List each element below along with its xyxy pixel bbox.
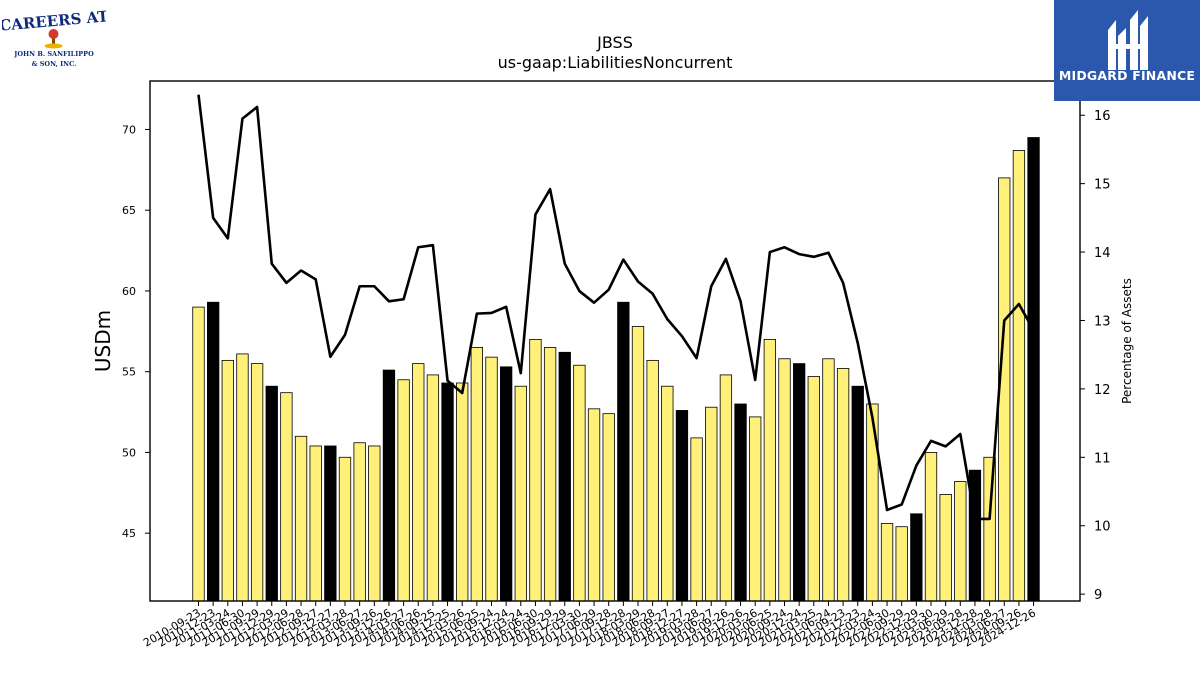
careers-logo: CAREERS AT JOHN B. SANFILIPPO & SON, INC… xyxy=(0,2,110,72)
bar xyxy=(441,382,454,602)
bar xyxy=(851,385,864,602)
bar xyxy=(265,385,278,602)
y2-axis-label: Percentage of Assets xyxy=(1120,278,1134,404)
midgard-finance-logo: MIDGARD FINANCE xyxy=(1054,0,1200,101)
bar xyxy=(382,369,396,602)
y2-tick-label: 10 xyxy=(1094,520,1111,535)
bar xyxy=(631,326,645,602)
logo-company-line: JOHN B. SANFILIPPO xyxy=(13,50,94,58)
bar xyxy=(1012,150,1026,602)
bar xyxy=(412,363,425,602)
bar xyxy=(426,374,440,602)
bar xyxy=(397,379,410,602)
y-tick-label: 70 xyxy=(122,123,136,136)
bar xyxy=(543,347,557,602)
bar xyxy=(456,382,469,602)
midgard-emblem-icon xyxy=(1108,10,1148,70)
percent-line xyxy=(197,94,1035,521)
bar xyxy=(529,338,542,602)
bar xyxy=(558,351,571,602)
bar xyxy=(353,442,366,602)
bar xyxy=(836,368,850,602)
bar xyxy=(602,413,615,602)
bar xyxy=(499,366,513,602)
x-axis: 2010-09-232010-12-232011-03-242011-06-30… xyxy=(141,601,1038,650)
bar xyxy=(954,481,967,602)
logo-company-suffix: & SON, INC. xyxy=(32,60,77,68)
bar xyxy=(675,410,689,602)
y2-tick-label: 13 xyxy=(1094,314,1111,329)
bar xyxy=(793,363,806,602)
y-tick-label: 50 xyxy=(122,446,136,459)
y-tick-label: 45 xyxy=(122,527,136,540)
chart-title: JBSS xyxy=(596,33,633,52)
bar xyxy=(485,356,498,602)
bar xyxy=(280,392,293,602)
bar xyxy=(338,456,352,602)
bar xyxy=(587,408,601,602)
y-tick-label: 65 xyxy=(122,204,136,217)
bar xyxy=(866,403,879,602)
chart-subtitle: us-gaap:LiabilitiesNoncurrent xyxy=(498,53,733,72)
midgard-brand-text: MIDGARD FINANCE xyxy=(1058,68,1196,83)
y-tick-label: 60 xyxy=(122,285,136,298)
bar xyxy=(646,359,659,602)
y-tick-label: 55 xyxy=(122,366,136,379)
bar xyxy=(617,301,630,602)
bar xyxy=(778,358,791,602)
y2-tick-label: 9 xyxy=(1094,588,1102,603)
bar xyxy=(309,445,322,602)
bar xyxy=(206,301,220,602)
bar xyxy=(690,437,703,602)
bar xyxy=(250,363,264,602)
y2-tick-label: 11 xyxy=(1094,451,1111,466)
bar xyxy=(221,359,234,602)
bar xyxy=(514,385,527,602)
bar xyxy=(880,523,894,602)
bar xyxy=(719,374,733,602)
bar xyxy=(734,403,747,602)
plot-frame xyxy=(149,80,1081,602)
bar xyxy=(910,513,923,602)
bar xyxy=(368,445,381,602)
y-axis-label: USDm xyxy=(91,310,115,372)
bar xyxy=(192,306,205,602)
bar xyxy=(939,494,952,602)
bar xyxy=(470,347,484,602)
bar xyxy=(924,452,938,602)
bar xyxy=(895,526,908,602)
bar xyxy=(763,338,776,602)
bar xyxy=(661,385,674,602)
y2-tick-label: 14 xyxy=(1094,246,1111,261)
y-axis-right: 9 10 11 12 13 14 15 16 xyxy=(1080,109,1111,603)
bar xyxy=(1027,137,1040,602)
bar xyxy=(573,364,586,602)
bar xyxy=(324,445,337,602)
bar xyxy=(294,435,308,602)
y2-tick-label: 12 xyxy=(1094,383,1111,398)
palm-icon xyxy=(44,29,63,49)
bar xyxy=(236,353,249,602)
y-axis-left: 45 50 55 60 65 70 xyxy=(122,123,150,540)
bar xyxy=(749,416,762,602)
bar xyxy=(807,376,820,602)
y2-tick-label: 16 xyxy=(1094,109,1111,124)
bar xyxy=(822,358,835,602)
bar-series xyxy=(192,137,1040,602)
y2-tick-label: 15 xyxy=(1094,178,1111,193)
bar xyxy=(705,406,718,602)
